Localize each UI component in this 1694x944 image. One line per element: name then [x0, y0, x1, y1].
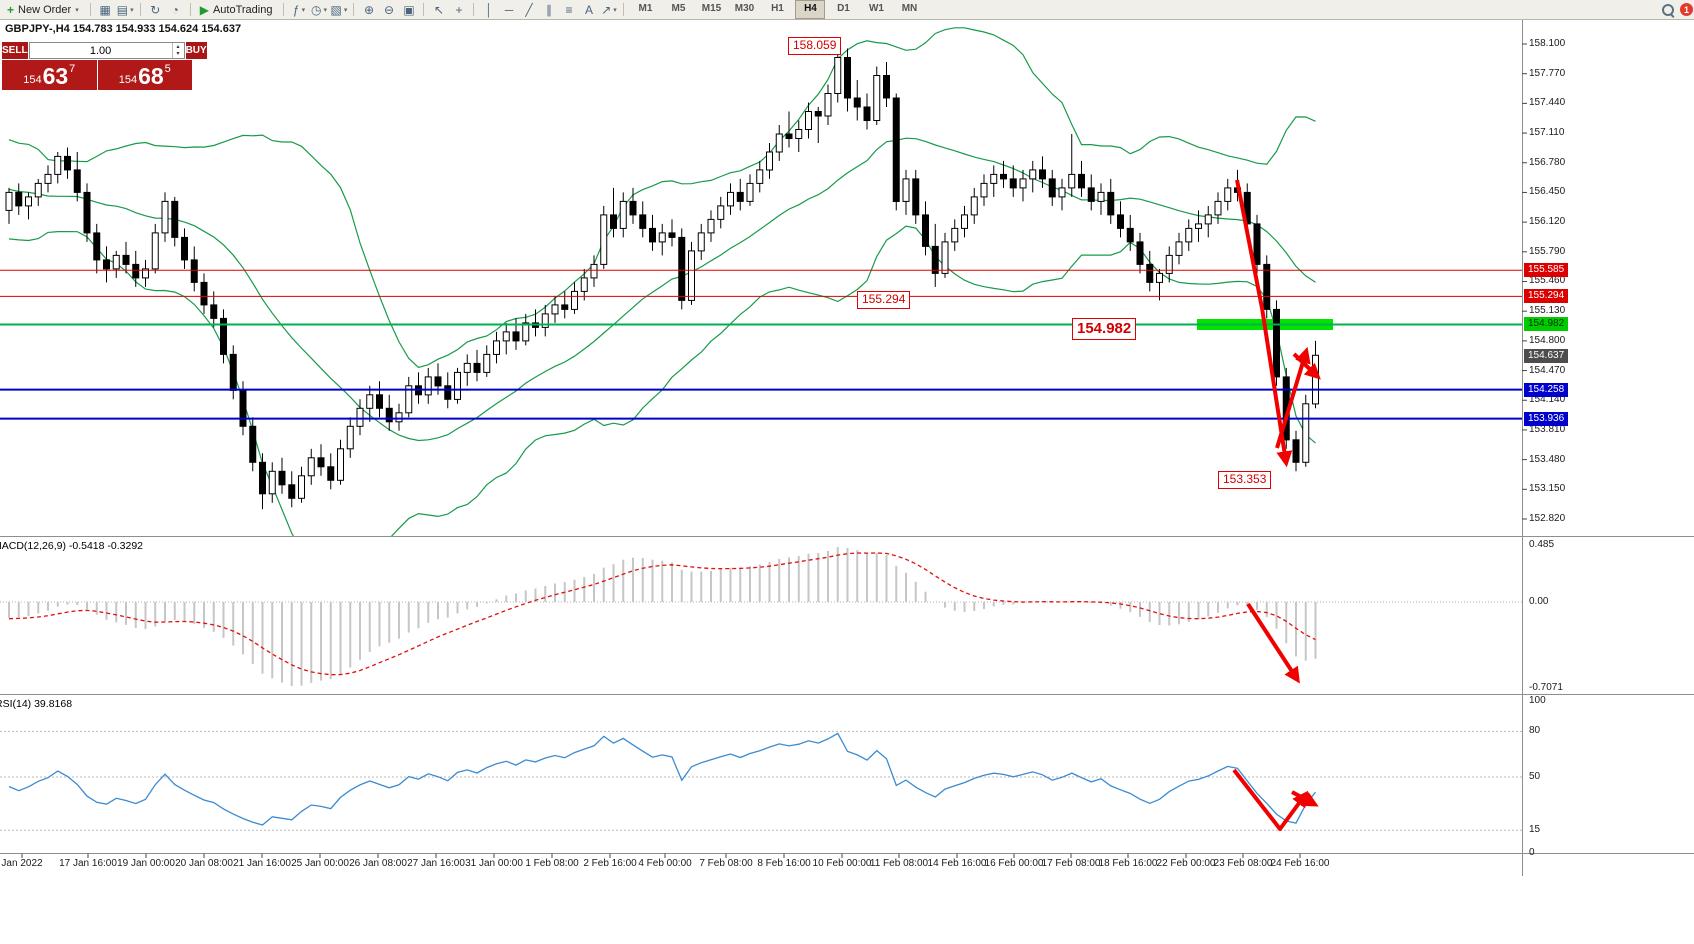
- toolbar-separator: [283, 3, 285, 16]
- trendline-icon[interactable]: ╱: [525, 2, 533, 17]
- timeframe-m15[interactable]: M15: [701, 3, 722, 14]
- toolbar-separator: [473, 3, 475, 16]
- volume-spinner[interactable]: ▴ ▾: [171, 43, 184, 58]
- dropdown-caret-icon: ▾: [343, 6, 348, 14]
- toolbar-separator: [423, 3, 425, 16]
- play-icon: ▶: [199, 2, 209, 17]
- buy-price-pips: 68: [138, 63, 164, 89]
- periods-icon[interactable]: ◷ ▾: [310, 2, 327, 17]
- alerts-icon[interactable]: ◔: [171, 2, 179, 17]
- new-order-button-label: New Order: [18, 3, 72, 16]
- toolbar-separator: [189, 3, 191, 16]
- toolbar-separator: [623, 3, 625, 16]
- dropdown-caret-icon: ▾: [323, 6, 327, 14]
- sell-price-pips: 63: [42, 63, 69, 89]
- timeframe-m5[interactable]: M5: [671, 3, 686, 14]
- annotation-arrow: [1291, 790, 1319, 807]
- toolbar: + New Order ▾ ▦ ▤ ▾ ↻ ◔ ▶ AutoTrading ƒ ▾ ◷ ▾ ▧ ▾ ⊕ ⊖ ▣ ↖ + │…: [0, 0, 1694, 20]
- crosshair-icon[interactable]: +: [455, 2, 463, 17]
- macd-panel: [0, 547, 1522, 686]
- charts-grid-icon[interactable]: ▦: [99, 2, 111, 17]
- buy-button[interactable]: BUY: [185, 42, 207, 59]
- annotation-arrow: [1235, 179, 1293, 468]
- sell-price-prefix: 154: [23, 74, 42, 86]
- annotation-arrow: [1246, 602, 1300, 684]
- toolbar-separator: [89, 3, 91, 16]
- macd-label: MACD(12,26,9) -0.5418 -0.3292: [0, 540, 143, 552]
- buy-price-point: 5: [164, 63, 171, 75]
- sell-price[interactable]: 154 63 7: [2, 60, 97, 90]
- timeframe-d1[interactable]: D1: [837, 3, 850, 14]
- dropdown-caret-icon: ▾: [301, 6, 306, 14]
- spinner-down-icon[interactable]: ▾: [176, 50, 180, 57]
- autotrading-button-label: AutoTrading: [212, 3, 273, 16]
- text-icon[interactable]: A: [584, 2, 593, 17]
- timeframe-m30[interactable]: M30: [734, 3, 755, 14]
- plus-icon: +: [7, 2, 15, 17]
- toolbar-separator: [353, 3, 355, 16]
- new-order-button[interactable]: + New Order ▾: [3, 0, 85, 19]
- annotation-arrow: [1232, 768, 1309, 831]
- timeframe-m1[interactable]: M1: [638, 3, 653, 14]
- sell-price-point: 7: [69, 63, 76, 75]
- channel-icon[interactable]: ∥: [545, 2, 552, 17]
- templates-icon[interactable]: ▧ ▾: [330, 2, 348, 17]
- autotrading-button[interactable]: ▶ AutoTrading: [196, 0, 279, 19]
- tile-windows-icon[interactable]: ▣: [403, 2, 415, 17]
- zoom-out-icon[interactable]: ⊖: [383, 2, 395, 17]
- toolbar-separator: [139, 3, 141, 16]
- notification-badge[interactable]: 1: [1680, 3, 1693, 16]
- one-click-trading-panel: SELL ▴▾ BUY 154 63 7 154 68 5: [2, 42, 207, 90]
- bollinger-bands: [8, 27, 1316, 536]
- rsi-label: RSI(14) 39.8168: [0, 698, 73, 710]
- vertical-line-icon[interactable]: │: [485, 2, 493, 17]
- timeframe-h1[interactable]: H1: [771, 3, 784, 14]
- rsi-panel: [0, 730, 1522, 831]
- dropdown-caret-icon: ▾: [130, 6, 134, 14]
- volume-box: ▴▾: [28, 42, 185, 59]
- dropdown-caret-icon: ▾: [75, 6, 79, 14]
- buy-price-prefix: 154: [118, 74, 138, 86]
- horizontal-line-icon[interactable]: ─: [504, 2, 514, 17]
- profiles-icon[interactable]: ▤ ▾: [116, 2, 134, 17]
- buy-price[interactable]: 154 68 5: [97, 60, 192, 90]
- search-icon[interactable]: [1661, 3, 1675, 17]
- candlesticks: [5, 47, 1319, 510]
- dropdown-caret-icon: ▾: [613, 6, 617, 14]
- volume-input[interactable]: [29, 43, 172, 58]
- timeframe-h4[interactable]: H4: [795, 0, 826, 19]
- arrows-icon[interactable]: ↗ ▾: [601, 2, 617, 17]
- cursor-icon[interactable]: ↖: [433, 2, 445, 17]
- timeframe-w1[interactable]: W1: [868, 3, 884, 14]
- refresh-icon[interactable]: ↻: [150, 2, 161, 17]
- annotation-arrow: [1275, 346, 1311, 449]
- annotation-arrow: [1292, 352, 1321, 380]
- sell-button[interactable]: SELL: [2, 42, 28, 59]
- indicators-icon[interactable]: ƒ ▾: [292, 2, 306, 17]
- spinner-up-icon[interactable]: ▴: [176, 43, 180, 50]
- fibonacci-icon[interactable]: ≡: [565, 2, 573, 17]
- timeframe-mn[interactable]: MN: [901, 3, 918, 14]
- zoom-in-icon[interactable]: ⊕: [363, 2, 375, 17]
- chart-ohlc-info: GBPJPY-,H4 154.783 154.933 154.624 154.6…: [5, 23, 242, 35]
